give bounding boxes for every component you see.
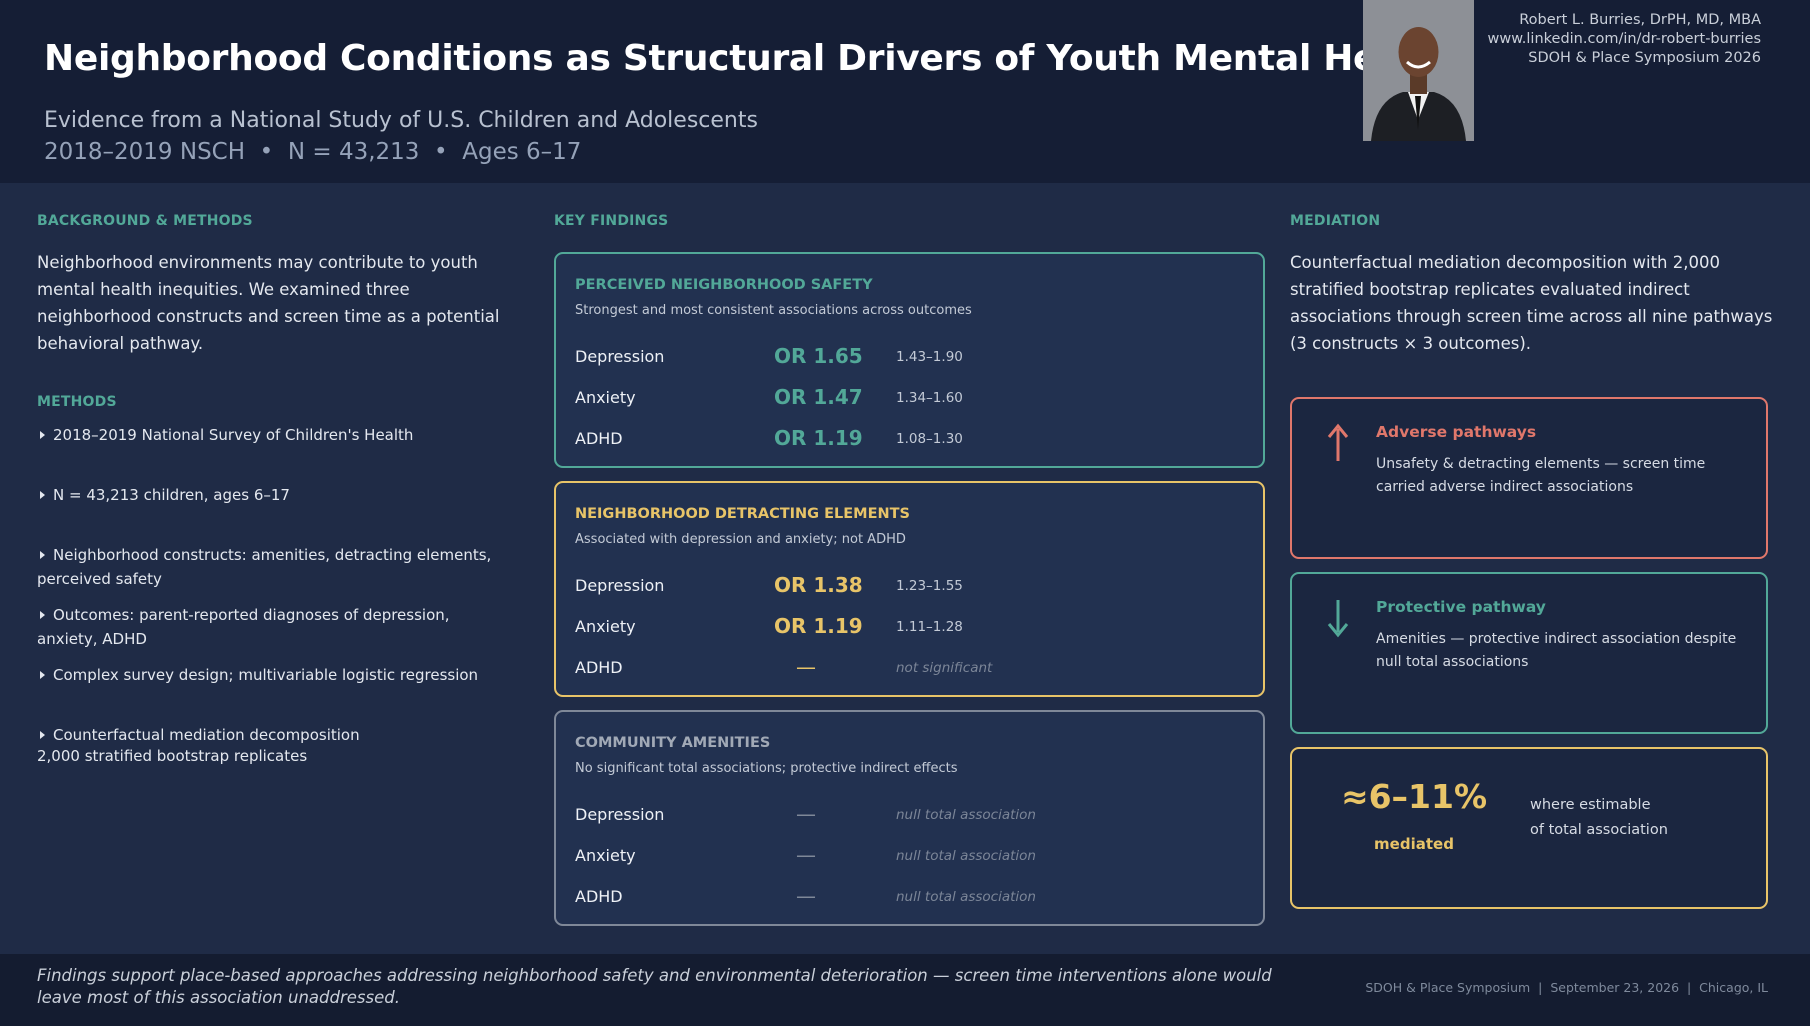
confidence-interval: null total association xyxy=(896,807,1036,823)
outcome: Depression xyxy=(575,805,665,824)
estimate-value: ≈6–11% xyxy=(1340,777,1488,816)
outcome: ADHD xyxy=(575,658,623,677)
background-text: Neighborhood environments may contribute… xyxy=(37,253,500,353)
confidence-interval: 1.11–1.28 xyxy=(896,619,963,635)
confidence-interval: null total association xyxy=(896,848,1036,864)
box-text: Amenities — protective indirect associat… xyxy=(1376,631,1737,670)
odds-ratio: OR 1.38 xyxy=(774,573,863,597)
card-subtitle: No significant total associations; prote… xyxy=(575,761,958,776)
estimate-box: ≈6–11% mediated where estimable of total… xyxy=(1290,747,1768,909)
outcome: Depression xyxy=(575,347,665,366)
card-subtitle: Associated with depression and anxiety; … xyxy=(575,532,906,547)
up-arrow-icon xyxy=(1327,423,1349,461)
odds-ratio: OR 1.65 xyxy=(774,344,863,368)
odds-ratio: — xyxy=(796,802,816,826)
card-subtitle: Strongest and most consistent associatio… xyxy=(575,303,972,318)
method-note: 2,000 stratified bootstrap replicates xyxy=(37,747,308,765)
section-heading: BACKGROUND & METHODS xyxy=(37,213,253,229)
finding-card: COMMUNITY AMENITIES No significant total … xyxy=(554,710,1265,926)
odds-ratio: — xyxy=(796,655,816,679)
card-title: NEIGHBORHOOD DETRACTING ELEMENTS xyxy=(575,506,910,522)
confidence-interval: null total association xyxy=(896,889,1036,905)
confidence-interval: 1.23–1.55 xyxy=(896,578,963,594)
odds-ratio: — xyxy=(796,884,816,908)
estimate-note: where estimable xyxy=(1530,797,1651,813)
method-item: 2018–2019 National Survey of Children's … xyxy=(37,423,497,447)
method-item: Complex survey design; multivariable log… xyxy=(37,663,497,687)
author-linkedin: www.linkedin.com/in/dr-robert-burries xyxy=(1487,31,1761,47)
subtitle: Evidence from a National Study of U.S. C… xyxy=(44,108,758,133)
study-line: 2018–2019 NSCH • N = 43,213 • Ages 6–17 xyxy=(44,139,582,165)
method-item: Neighborhood constructs: amenities, detr… xyxy=(37,543,497,591)
confidence-interval: 1.08–1.30 xyxy=(896,431,963,447)
box-title: Protective pathway xyxy=(1376,598,1546,616)
section-heading: MEDIATION xyxy=(1290,213,1381,229)
confidence-interval: not significant xyxy=(896,660,993,676)
protective-box: Protective pathway Amenities — protectiv… xyxy=(1290,572,1768,734)
title: Neighborhood Conditions as Structural Dr… xyxy=(44,38,1456,79)
odds-ratio: OR 1.47 xyxy=(774,385,863,409)
down-arrow-icon xyxy=(1327,600,1349,638)
confidence-interval: 1.34–1.60 xyxy=(896,390,963,406)
box-title: Adverse pathways xyxy=(1376,423,1537,441)
author-event: SDOH & Place Symposium 2026 xyxy=(1528,50,1761,66)
outcome: Anxiety xyxy=(575,617,636,636)
odds-ratio: — xyxy=(796,843,816,867)
card-title: PERCEIVED NEIGHBORHOOD SAFETY xyxy=(575,277,873,293)
outcome: ADHD xyxy=(575,429,623,448)
footer-info: SDOH & Place Symposium | September 23, 2… xyxy=(1365,980,1768,995)
finding-card: NEIGHBORHOOD DETRACTING ELEMENTS Associat… xyxy=(554,481,1265,697)
outcome: ADHD xyxy=(575,887,623,906)
estimate-label: mediated xyxy=(1374,835,1454,853)
mediation-text: Counterfactual mediation decomposition w… xyxy=(1290,253,1773,353)
section-heading: KEY FINDINGS xyxy=(554,213,669,229)
odds-ratio: OR 1.19 xyxy=(774,614,863,638)
outcome: Anxiety xyxy=(575,388,636,407)
estimate-note: of total association xyxy=(1530,822,1668,838)
method-item: Counterfactual mediation decomposition xyxy=(37,723,497,747)
confidence-interval: 1.43–1.90 xyxy=(896,349,963,365)
card-title: COMMUNITY AMENITIES xyxy=(575,735,771,751)
adverse-box: Adverse pathways Unsafety & detracting e… xyxy=(1290,397,1768,559)
author-name: Robert L. Burries, DrPH, MD, MBA xyxy=(1519,12,1761,28)
section-heading: METHODS xyxy=(37,394,117,410)
finding-card: PERCEIVED NEIGHBORHOOD SAFETY Strongest a… xyxy=(554,252,1265,468)
outcome: Anxiety xyxy=(575,846,636,865)
odds-ratio: OR 1.19 xyxy=(774,426,863,450)
footer-band xyxy=(0,954,1810,1026)
author-photo xyxy=(1363,0,1474,141)
footer-message: Findings support place-based approaches … xyxy=(37,966,1272,1007)
header-band xyxy=(0,0,1810,183)
method-item: N = 43,213 children, ages 6–17 xyxy=(37,483,497,507)
box-text: Unsafety & detracting elements — screen … xyxy=(1376,456,1706,495)
method-item: Outcomes: parent-reported diagnoses of d… xyxy=(37,603,497,651)
outcome: Depression xyxy=(575,576,665,595)
